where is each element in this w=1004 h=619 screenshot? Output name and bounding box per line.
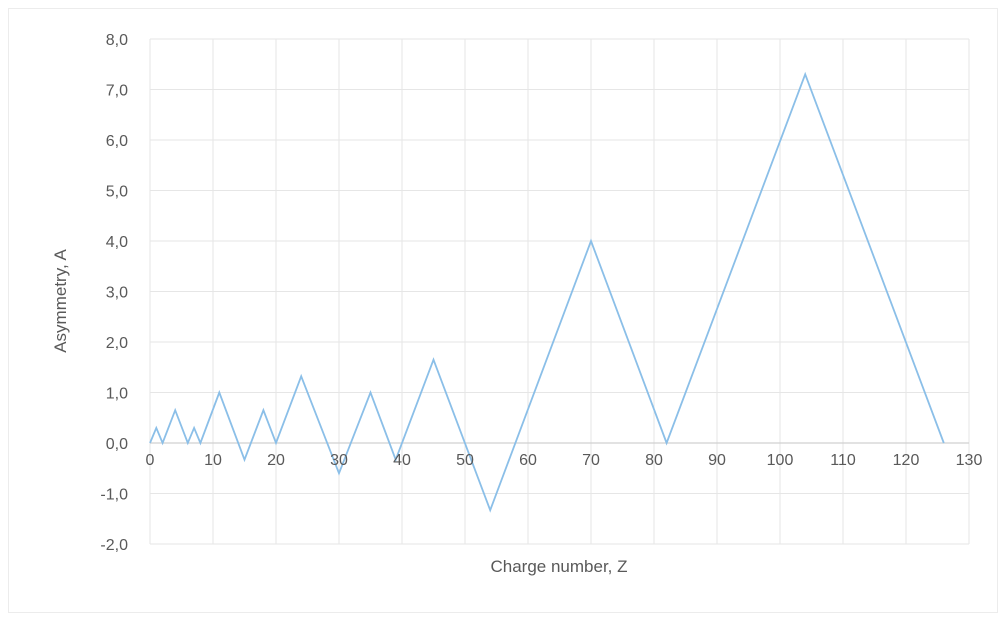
x-tick-label: 130 xyxy=(956,452,983,469)
x-tick-label: 50 xyxy=(456,452,474,469)
x-tick-label: 10 xyxy=(204,452,222,469)
x-tick-label: 90 xyxy=(708,452,726,469)
series-layer xyxy=(149,71,945,513)
series-line xyxy=(149,71,945,513)
y-tick-label: 2,0 xyxy=(106,335,128,352)
x-tick-label: 60 xyxy=(519,452,537,469)
x-tick-labels: 0 10 20 30 40 50 60 70 80 90 100 110 120 130 xyxy=(146,452,983,469)
y-tick-label: 8,0 xyxy=(106,32,128,49)
x-tick-label: 70 xyxy=(582,452,600,469)
y-tick-label: 6,0 xyxy=(106,133,128,150)
y-tick-label: 5,0 xyxy=(106,184,128,201)
y-tick-label: 1,0 xyxy=(106,386,128,403)
line-chart: 8,0 7,0 6,0 5,0 4,0 3,0 2,0 1,0 0,0 -1,0 -2,0 0 10 2… xyxy=(51,32,983,576)
y-tick-label: 0,0 xyxy=(106,436,128,453)
x-tick-label: 120 xyxy=(893,452,920,469)
y-tick-label: -1,0 xyxy=(100,487,128,504)
y-tick-label: 7,0 xyxy=(106,83,128,100)
x-tick-label: 100 xyxy=(767,452,794,469)
x-tick-label: 110 xyxy=(830,452,856,469)
y-tick-labels: 8,0 7,0 6,0 5,0 4,0 3,0 2,0 1,0 0,0 -1,0 -2,0 xyxy=(100,32,128,554)
y-tick-label: -2,0 xyxy=(100,537,128,554)
y-tick-label: 4,0 xyxy=(106,234,128,251)
x-tick-label: 0 xyxy=(146,452,155,469)
y-tick-label: 3,0 xyxy=(106,285,128,302)
x-tick-label: 30 xyxy=(330,452,348,469)
x-axis-title: Charge number, Z xyxy=(490,557,627,576)
y-axis-title: Asymmetry, A xyxy=(51,249,70,353)
x-tick-label: 20 xyxy=(267,452,285,469)
chart-frame: 8,0 7,0 6,0 5,0 4,0 3,0 2,0 1,0 0,0 -1,0 -2,0 0 10 2… xyxy=(8,8,998,613)
x-tick-label: 80 xyxy=(645,452,663,469)
x-tick-label: 40 xyxy=(393,452,411,469)
